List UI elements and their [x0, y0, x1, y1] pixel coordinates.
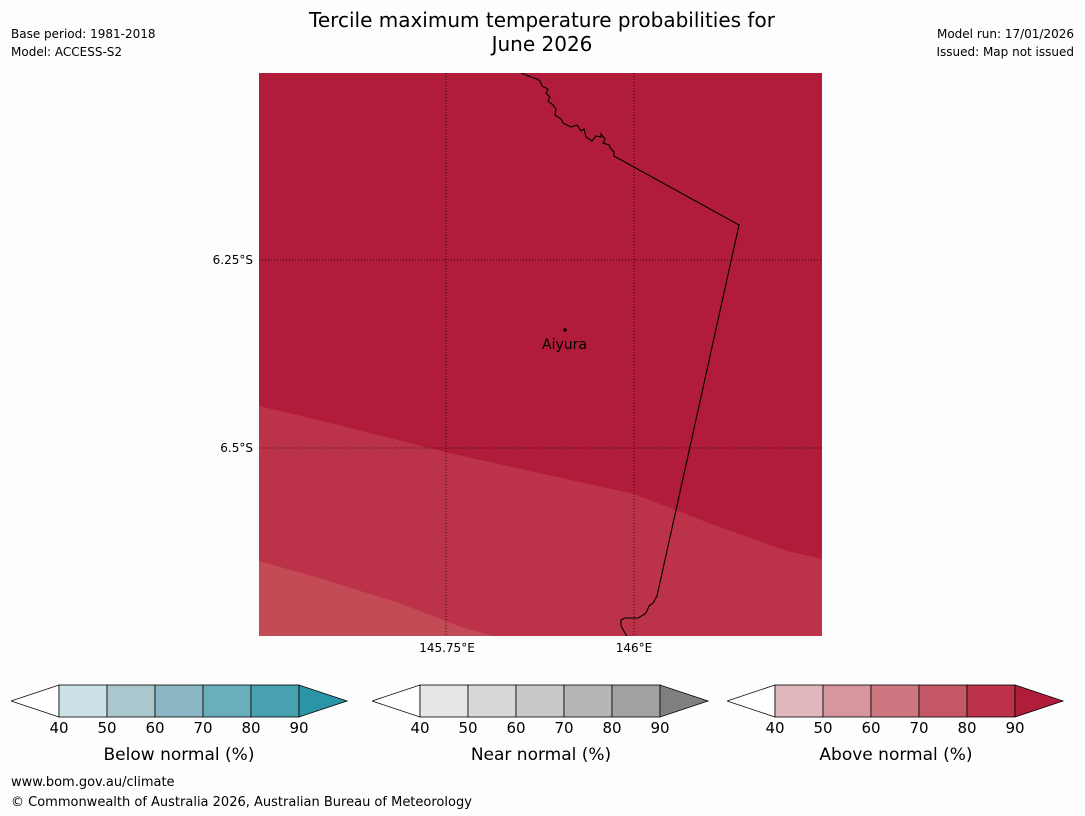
town-label: Aiyura — [542, 337, 587, 353]
tick-label: 40 — [49, 719, 69, 737]
colorbar-near-segment-50 — [467, 684, 517, 718]
colorbar-near-segment-40 — [419, 684, 469, 718]
colorbar-above-normal — [725, 684, 1065, 722]
base-period: Base period: 1981-2018 — [11, 27, 156, 41]
tick-label: 80 — [957, 719, 977, 737]
issued-status: Issued: Map not issued — [936, 45, 1074, 59]
colorbar-below-segment-50 — [106, 684, 156, 718]
footer-copyright: © Commonwealth of Australia 2026, Austra… — [11, 795, 472, 810]
colorbar-below-segment-70 — [202, 684, 252, 718]
tick-label: 50 — [458, 719, 478, 737]
tick-label: 70 — [554, 719, 574, 737]
colorbar-below-extend-low — [9, 684, 60, 718]
colorbar-near-extend-high — [659, 684, 710, 718]
colorbar-near-normal-bar — [370, 684, 710, 718]
footer-url: www.bom.gov.au/climate — [11, 775, 175, 790]
colorbar-label-below: Below normal (%) — [103, 745, 255, 765]
colorbar-above-segment-40 — [774, 684, 824, 718]
metadata-right: Model run: 17/01/2026 Issued: Map not is… — [936, 25, 1074, 61]
tick-label: 80 — [241, 719, 261, 737]
colorbar-near-normal — [370, 684, 710, 722]
colorbar-above-normal-bar — [725, 684, 1065, 718]
colorbar-above-extend-high — [1014, 684, 1065, 718]
map-title: Tercile maximum temperature probabilitie… — [242, 8, 842, 56]
model-name: Model: ACCESS-S2 — [11, 45, 123, 59]
lat-label-6-5: 6.5°S — [220, 441, 253, 455]
map-title-line-2: June 2026 — [491, 32, 593, 56]
colorbar-near-segment-80 — [611, 684, 661, 718]
colorbar-above-extend-low — [725, 684, 776, 718]
model-run: Model run: 17/01/2026 — [936, 27, 1074, 41]
colorbar-below-normal — [9, 684, 349, 722]
lon-label-146: 146°E — [615, 641, 653, 655]
tick-label: 50 — [97, 719, 117, 737]
tick-label: 90 — [1005, 719, 1025, 737]
colorbar-below-extend-high — [298, 684, 349, 718]
tick-label: 60 — [861, 719, 881, 737]
colorbar-above-segment-70 — [918, 684, 968, 718]
colorbar-above-segment-80 — [966, 684, 1016, 718]
region-above-70 — [259, 561, 494, 636]
probability-map — [259, 73, 822, 636]
tick-label: 70 — [193, 719, 213, 737]
tick-label: 70 — [909, 719, 929, 737]
colorbar-near-segment-60 — [515, 684, 565, 718]
tick-label: 60 — [506, 719, 526, 737]
colorbar-below-normal-bar — [9, 684, 349, 718]
tick-label: 90 — [650, 719, 670, 737]
lat-label-6-25: 6.25°S — [212, 253, 253, 267]
province-border — [520, 73, 740, 636]
colorbar-below-segment-40 — [58, 684, 108, 718]
colorbar-above-segment-50 — [822, 684, 872, 718]
tick-label: 50 — [813, 719, 833, 737]
tick-label: 40 — [410, 719, 430, 737]
colorbar-below-segment-60 — [154, 684, 204, 718]
colorbar-above-segment-60 — [870, 684, 920, 718]
colorbar-below-segment-80 — [250, 684, 300, 718]
lon-label-145-75: 145.75°E — [419, 641, 475, 655]
map-title-line-1: Tercile maximum temperature probabilitie… — [309, 8, 775, 32]
tick-label: 80 — [602, 719, 622, 737]
colorbar-near-extend-low — [370, 684, 421, 718]
region-above-80 — [259, 406, 822, 636]
tick-label: 90 — [289, 719, 309, 737]
town-marker — [563, 328, 567, 332]
colorbar-label-above: Above normal (%) — [819, 745, 973, 765]
metadata-left: Base period: 1981-2018 Model: ACCESS-S2 — [11, 25, 156, 61]
colorbar-label-near: Near normal (%) — [470, 745, 612, 765]
tick-label: 60 — [145, 719, 165, 737]
colorbar-near-segment-70 — [563, 684, 613, 718]
tick-label: 40 — [765, 719, 785, 737]
